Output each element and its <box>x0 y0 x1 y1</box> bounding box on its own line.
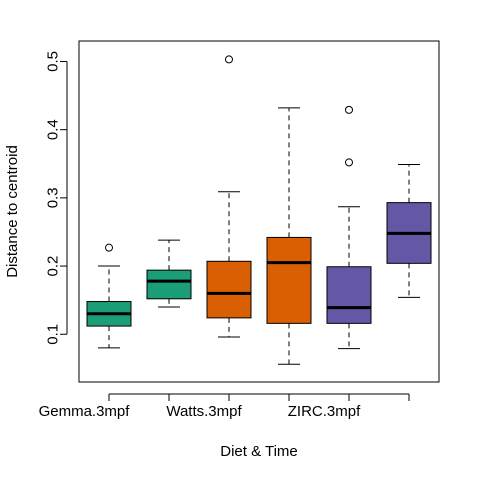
y-tick-label: 0.1 <box>45 324 62 345</box>
outlier-point <box>345 105 353 114</box>
y-axis-label: Distance to centroid <box>4 145 21 278</box>
box <box>146 269 192 300</box>
x-tick-label: Gemma.3mpf <box>39 403 131 420</box>
y-tick-label: 0.3 <box>45 187 62 208</box>
box-group-4 <box>266 107 312 365</box>
y-axis: 0.1 0.2 0.3 0.4 0.5 <box>45 51 68 345</box>
outlier-point <box>225 55 233 64</box>
box-group-6 <box>386 163 432 298</box>
plot-content <box>86 55 432 365</box>
box <box>326 266 372 324</box>
outlier-point <box>105 243 113 252</box>
x-axis: Gemma.3mpf Watts.3mpf ZIRC.3mpf <box>39 393 410 420</box>
box-group-1 <box>86 243 132 349</box>
plot-frame <box>78 40 440 383</box>
x-tick-label: Watts.3mpf <box>166 403 242 420</box>
box-group-5 <box>326 105 372 350</box>
box <box>206 260 252 319</box>
y-tick-label: 0.4 <box>45 119 62 140</box>
box-group-3 <box>206 55 252 338</box>
box <box>266 236 312 324</box>
x-tick-label: ZIRC.3mpf <box>288 403 361 420</box>
outlier-point <box>345 158 353 167</box>
y-tick-label: 0.5 <box>45 51 62 72</box>
x-axis-label: Diet & Time <box>220 443 298 460</box>
box-group-2 <box>146 239 192 308</box>
y-tick-label: 0.2 <box>45 256 62 277</box>
